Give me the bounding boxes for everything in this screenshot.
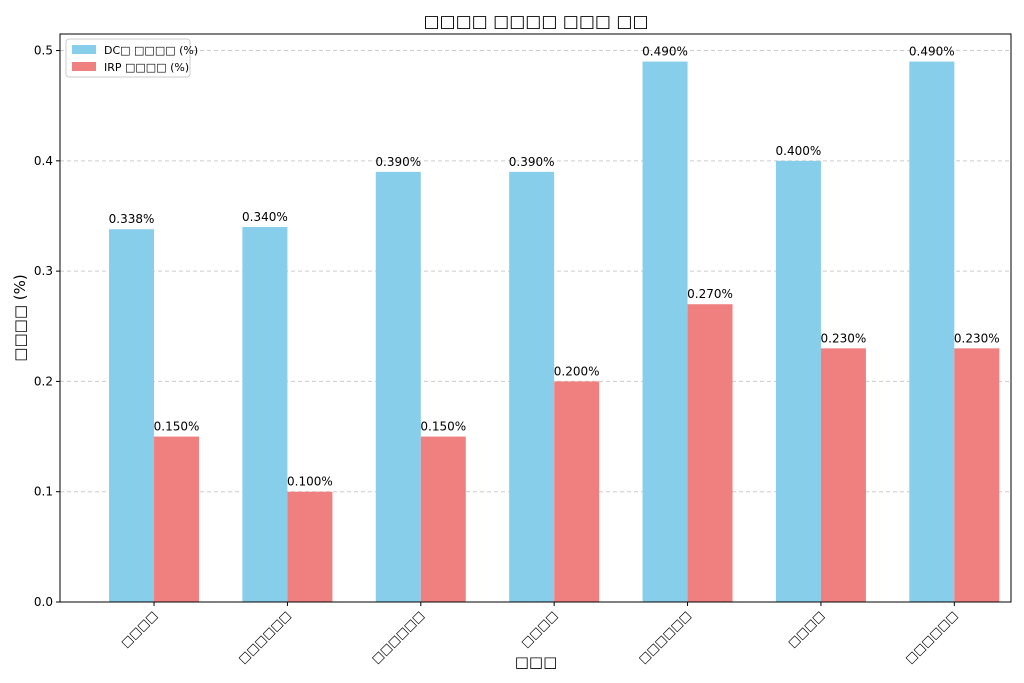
data-label: 0.270%: [687, 287, 733, 301]
data-label: 0.230%: [954, 331, 1000, 345]
x-tick-label: □□□□□□: [236, 608, 294, 666]
bar-irp: [420, 436, 466, 602]
x-tick-label: □□□□□□: [369, 608, 427, 666]
x-tick-label: □□□□: [518, 608, 560, 650]
data-label: 0.338%: [109, 212, 155, 226]
x-tick-label: □□□□□□: [902, 608, 960, 666]
legend-entry: IRP □□□□ (%): [104, 61, 189, 74]
y-tick-label: 0.1: [34, 485, 53, 499]
data-label: 0.100%: [287, 475, 333, 489]
bar-irp: [820, 348, 866, 602]
y-tick-label: 0.0: [34, 595, 53, 609]
y-axis-label: □□□□ (%): [11, 274, 29, 361]
data-label: 0.230%: [821, 331, 867, 345]
x-tick-label: □□□□: [785, 608, 827, 650]
data-label: 0.490%: [909, 45, 955, 59]
data-label: 0.400%: [776, 144, 822, 158]
bar-irp: [554, 381, 600, 602]
legend-swatch: [72, 45, 96, 54]
bar-dc: [775, 160, 821, 602]
legend-swatch: [72, 62, 96, 71]
x-axis-label: □□□: [515, 653, 558, 671]
y-tick-label: 0.5: [34, 44, 53, 58]
bar-dc: [109, 229, 155, 603]
data-label: 0.150%: [420, 420, 466, 434]
x-tick-label: □□□□□□: [636, 608, 694, 666]
data-label: 0.390%: [509, 155, 555, 169]
plot-frame: [59, 33, 1012, 603]
bar-irp: [154, 436, 200, 602]
data-label: 0.490%: [642, 45, 688, 59]
bar-dc: [642, 61, 688, 602]
bar-irp: [687, 304, 733, 602]
data-labels: 0.338% 0.150% 0.340% 0.100% 0.390% 0.150% 0.39…: [109, 45, 1000, 489]
legend-box: [65, 38, 191, 78]
x-tick-label: □□□□: [118, 608, 160, 650]
chart-title: □□□□ □□□□ □□□ □□: [423, 12, 648, 32]
data-label: 0.200%: [554, 364, 600, 378]
bar-dc: [375, 171, 421, 602]
bar-irp: [287, 491, 333, 602]
y-tick-label: 0.4: [34, 154, 53, 168]
bar-dc: [242, 227, 288, 602]
data-label: 0.340%: [242, 210, 288, 224]
data-label: 0.150%: [154, 420, 200, 434]
legend-entry: DC□ □□□□ (%): [104, 44, 198, 57]
y-tick-label: 0.3: [34, 264, 53, 278]
legend: DC□ □□□□ (%) IRP □□□□ (%): [65, 38, 198, 78]
bar-dc: [509, 171, 555, 602]
y-tick-label: 0.2: [34, 374, 53, 388]
data-label: 0.390%: [375, 155, 421, 169]
bars: [109, 61, 1000, 603]
bar-dc: [909, 61, 955, 602]
bar-irp: [954, 348, 1000, 602]
y-axis: 0.0 0.1 0.2 0.3 0.4 0.5: [34, 44, 60, 609]
